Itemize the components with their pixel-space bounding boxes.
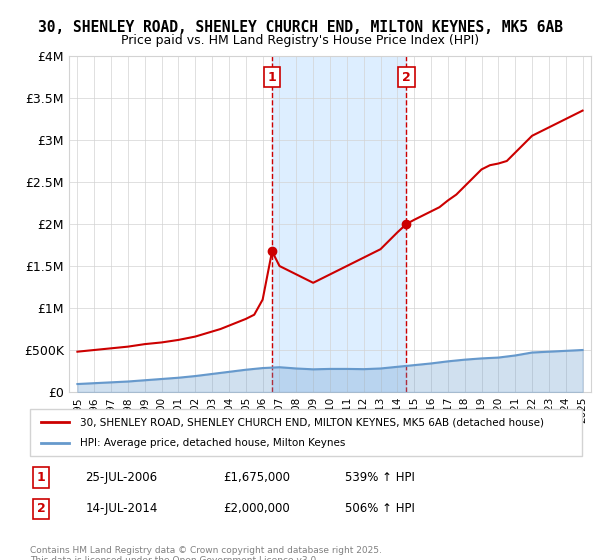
Text: £1,675,000: £1,675,000 (223, 471, 290, 484)
Text: Price paid vs. HM Land Registry's House Price Index (HPI): Price paid vs. HM Land Registry's House … (121, 34, 479, 46)
Text: 30, SHENLEY ROAD, SHENLEY CHURCH END, MILTON KEYNES, MK5 6AB: 30, SHENLEY ROAD, SHENLEY CHURCH END, MI… (37, 20, 563, 35)
Text: 14-JUL-2014: 14-JUL-2014 (85, 502, 158, 515)
Text: 30, SHENLEY ROAD, SHENLEY CHURCH END, MILTON KEYNES, MK5 6AB (detached house): 30, SHENLEY ROAD, SHENLEY CHURCH END, MI… (80, 417, 544, 427)
Text: 25-JUL-2006: 25-JUL-2006 (85, 471, 157, 484)
Text: 1: 1 (268, 71, 277, 83)
Text: Contains HM Land Registry data © Crown copyright and database right 2025.
This d: Contains HM Land Registry data © Crown c… (30, 546, 382, 560)
Text: 1: 1 (37, 471, 46, 484)
Text: 2: 2 (402, 71, 411, 83)
Text: 539% ↑ HPI: 539% ↑ HPI (344, 471, 415, 484)
FancyBboxPatch shape (30, 409, 582, 456)
Text: 506% ↑ HPI: 506% ↑ HPI (344, 502, 415, 515)
Text: £2,000,000: £2,000,000 (223, 502, 290, 515)
Text: HPI: Average price, detached house, Milton Keynes: HPI: Average price, detached house, Milt… (80, 438, 345, 448)
Text: 2: 2 (37, 502, 46, 515)
Bar (272, 56, 406, 392)
